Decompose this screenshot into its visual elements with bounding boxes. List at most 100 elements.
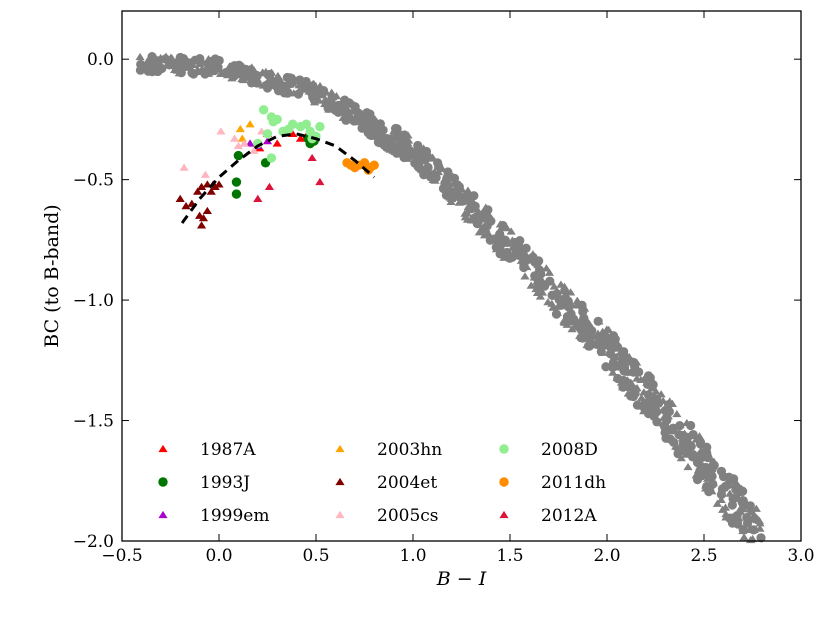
data-point-1993J <box>231 189 242 199</box>
comparison-point <box>558 286 568 294</box>
comparison-point <box>166 56 176 65</box>
comparison-point <box>683 462 693 471</box>
comparison-point <box>559 318 569 326</box>
data-point-2005cs <box>229 134 240 142</box>
comparison-point <box>143 66 153 76</box>
series-2003hn <box>235 120 255 142</box>
comparison-point <box>462 215 473 223</box>
data-point-2004et <box>206 187 216 195</box>
data-point-2004et <box>202 206 212 215</box>
comparison-point <box>716 495 726 504</box>
comparison-point <box>535 292 545 300</box>
comparison-point <box>512 241 523 249</box>
comparison-point <box>622 376 633 384</box>
comparison-point <box>530 257 540 267</box>
comparison-point <box>601 362 611 372</box>
comparison-point <box>681 446 691 454</box>
legend-marker-2003hn <box>335 444 345 453</box>
comparison-point <box>562 311 573 322</box>
comparison-point <box>576 325 587 335</box>
comparison-point <box>483 205 493 215</box>
comparison-point <box>597 342 608 350</box>
legend-marker-1987A <box>158 444 168 453</box>
comparison-point <box>661 433 671 443</box>
comparison-point <box>135 52 145 61</box>
comparison-point <box>200 68 210 76</box>
data-point-2012A <box>253 194 263 203</box>
comparison-point <box>334 104 344 114</box>
data-point-2003hn <box>237 134 247 142</box>
comparison-point <box>643 371 654 381</box>
comparison-point <box>618 382 628 392</box>
data-point-1993J <box>231 177 242 187</box>
data-point-2008D <box>262 129 273 139</box>
y-tick-label: −0.5 <box>73 171 114 191</box>
comparison-point <box>431 172 441 183</box>
data-point-2012A <box>307 153 317 162</box>
series-2011dh <box>342 158 379 175</box>
comparison-point <box>647 384 657 392</box>
comparison-point <box>395 140 405 148</box>
comparison-point <box>213 62 223 72</box>
data-point-1993J <box>233 150 244 161</box>
comparison-point <box>443 167 453 177</box>
comparison-point <box>315 81 325 90</box>
legend-marker-1999em <box>158 510 168 519</box>
comparison-point <box>630 385 640 395</box>
comparison-point <box>662 415 672 425</box>
comparison-point <box>623 389 633 397</box>
data-point-2008D <box>301 119 311 129</box>
comparison-point <box>247 63 257 71</box>
comparison-point <box>350 102 360 112</box>
x-tick-label: 2.5 <box>690 546 717 566</box>
comparison-point <box>611 352 621 361</box>
legend-label-2003hn: 2003hn <box>377 440 442 460</box>
comparison-point <box>696 453 706 463</box>
comparison-point <box>427 154 437 162</box>
comparison-point <box>358 117 368 127</box>
comparison-point <box>566 300 577 308</box>
comparison-point <box>697 468 707 477</box>
comparison-point <box>559 282 570 290</box>
comparison-point <box>432 163 442 171</box>
comparison-point <box>463 194 473 204</box>
comparison-point <box>615 348 625 357</box>
comparison-point <box>662 425 672 433</box>
comparison-point <box>607 344 617 352</box>
comparison-point <box>668 423 678 433</box>
x-axis-label: B − I <box>436 568 487 590</box>
comparison-point <box>692 475 703 485</box>
comparison-point <box>507 243 518 251</box>
fit-curve <box>180 132 376 224</box>
comparison-point <box>521 243 531 253</box>
comparison-point <box>161 52 171 60</box>
data-point-2004et <box>175 194 185 203</box>
comparison-point <box>639 396 649 405</box>
comparison-point <box>602 325 612 333</box>
comparison-point <box>721 510 731 518</box>
comparison-point <box>716 466 727 476</box>
data-point-1999em <box>262 136 273 145</box>
comparison-point <box>183 57 193 68</box>
comparison-point <box>744 525 755 534</box>
legend-label-2011dh: 2011dh <box>541 473 606 493</box>
data-point-2003hn <box>245 120 255 128</box>
comparison-point <box>375 118 385 126</box>
comparison-point <box>574 319 585 327</box>
comparison-point <box>143 56 153 64</box>
comparison-point <box>551 309 562 319</box>
data-point-2004et <box>193 187 203 195</box>
comparison-point <box>497 223 507 231</box>
plot-frame <box>121 10 802 542</box>
legend-label-2005cs: 2005cs <box>377 506 439 526</box>
comparison-point <box>403 138 413 147</box>
comparison-point <box>413 154 423 164</box>
comparison-point <box>553 302 563 310</box>
comparison-point <box>642 378 652 386</box>
comparison-point <box>673 449 683 459</box>
comparison-point <box>533 284 543 292</box>
data-point-2004et <box>181 201 191 210</box>
data-point-2012A <box>264 182 275 190</box>
